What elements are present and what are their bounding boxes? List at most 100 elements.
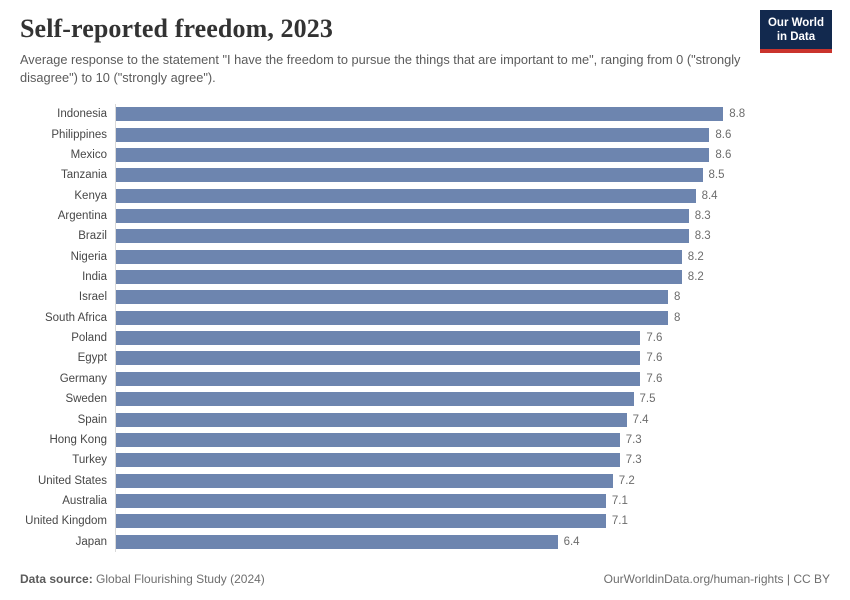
bar[interactable]	[116, 371, 641, 386]
table-row: Philippines 8.6	[20, 124, 830, 145]
bar-track: 7.4	[115, 409, 830, 430]
value-label: 8.2	[687, 250, 704, 263]
owid-logo-line1: Our World	[767, 17, 824, 29]
table-row: Mexico 8.6	[20, 144, 830, 166]
country-label: Nigeria	[70, 250, 107, 263]
table-row: Australia 7.1	[20, 490, 830, 512]
license-badge: | CC BY	[783, 572, 830, 586]
bar-track: 8.2	[115, 266, 830, 288]
bar[interactable]	[116, 534, 558, 549]
bar[interactable]	[116, 127, 710, 142]
value-label: 7.6	[646, 352, 663, 365]
bar-track: 7.3	[115, 450, 830, 471]
value-label: 7.1	[611, 515, 628, 528]
value-label: 7.3	[625, 433, 642, 446]
table-row: India 8.2	[20, 266, 830, 288]
bar-track: 8	[115, 307, 830, 328]
data-source-value: Global Flourishing Study (2024)	[92, 572, 265, 586]
value-label: 8.6	[715, 148, 732, 161]
country-label: Egypt	[77, 352, 107, 365]
bar-track: 8.6	[115, 124, 830, 145]
value-label: 6.4	[563, 535, 580, 548]
attribution: OurWorldinData.org/human-rights | CC BY	[604, 572, 830, 586]
bar-track: 7.5	[115, 389, 830, 410]
bar[interactable]	[116, 494, 606, 508]
table-row: Sweden 7.5	[20, 389, 830, 410]
bar-track: 7.6	[115, 327, 830, 349]
value-label: 8.5	[708, 169, 725, 182]
country-label: Israel	[78, 291, 107, 304]
bar[interactable]	[116, 514, 606, 529]
bar-track: 7.3	[115, 429, 830, 451]
bar[interactable]	[116, 270, 682, 285]
value-label: 7.6	[646, 332, 663, 345]
bar[interactable]	[116, 147, 710, 162]
table-row: Poland 7.6	[20, 327, 830, 349]
bar[interactable]	[116, 473, 613, 488]
value-label: 8.3	[694, 230, 711, 243]
country-label: Tanzania	[60, 169, 107, 182]
bar-track: 7.2	[115, 470, 830, 491]
table-row: Spain 7.4	[20, 409, 830, 430]
bar[interactable]	[116, 453, 620, 468]
bar-track: 8.6	[115, 144, 830, 166]
footer: Data source: Global Flourishing Study (2…	[0, 572, 850, 586]
value-label: 8.8	[729, 108, 746, 121]
value-label: 8.4	[701, 189, 718, 202]
bar[interactable]	[116, 249, 682, 264]
value-label: 8.3	[694, 209, 711, 222]
country-label: United Kingdom	[25, 515, 107, 528]
bar[interactable]	[116, 290, 668, 305]
bar[interactable]	[116, 188, 696, 203]
country-label: Sweden	[65, 393, 107, 406]
bar[interactable]	[116, 310, 668, 325]
value-label: 8	[674, 291, 681, 304]
country-label: Philippines	[51, 128, 107, 141]
country-label: Kenya	[74, 189, 107, 202]
bar-track: 8.5	[115, 165, 830, 186]
data-source: Data source: Global Flourishing Study (2…	[20, 572, 265, 586]
bar[interactable]	[116, 392, 634, 407]
bar[interactable]	[116, 432, 620, 447]
value-label: 8.6	[715, 128, 732, 141]
value-label: 8	[674, 311, 681, 324]
table-row: Hong Kong 7.3	[20, 429, 830, 451]
table-row: Israel 8	[20, 287, 830, 308]
owid-logo-line2: in Data	[776, 31, 816, 44]
bar-track: 8.8	[115, 104, 830, 125]
table-row: Egypt 7.6	[20, 348, 830, 369]
table-row: Nigeria 8.2	[20, 246, 830, 267]
table-row: South Africa 8	[20, 307, 830, 328]
bar-track: 6.4	[115, 531, 830, 552]
value-label: 7.2	[618, 474, 635, 487]
bar[interactable]	[116, 107, 724, 122]
bar[interactable]	[116, 168, 703, 183]
bar-track: 8.4	[115, 185, 830, 206]
value-label: 8.2	[687, 271, 704, 284]
country-label: Mexico	[70, 148, 107, 161]
chart-header: Self-reported freedom, 2023 Average resp…	[0, 0, 850, 87]
table-row: Brazil 8.3	[20, 226, 830, 247]
country-label: Germany	[59, 372, 107, 385]
country-label: Argentina	[57, 209, 107, 222]
bar[interactable]	[116, 412, 627, 427]
bar-track: 7.6	[115, 368, 830, 390]
country-label: South Africa	[44, 311, 107, 324]
chart: Indonesia 8.8 Philippines 8.6 Mexico 8.6 Tanza…	[20, 104, 830, 552]
country-label: United States	[37, 474, 107, 487]
bar[interactable]	[116, 229, 689, 244]
country-label: Turkey	[72, 454, 107, 467]
table-row: Japan 6.4	[20, 531, 830, 552]
country-label: Japan	[75, 535, 107, 548]
table-row: Turkey 7.3	[20, 450, 830, 471]
bar[interactable]	[116, 351, 641, 366]
table-row: United Kingdom 7.1	[20, 511, 830, 532]
bar-track: 8.3	[115, 205, 830, 227]
value-label: 7.4	[632, 413, 649, 426]
page-title: Self-reported freedom, 2023	[20, 14, 333, 43]
bar[interactable]	[116, 208, 689, 223]
attribution-link[interactable]: OurWorldinData.org/human-rights	[603, 572, 784, 586]
bar-track: 8	[115, 287, 830, 308]
table-row: Kenya 8.4	[20, 185, 830, 206]
bar[interactable]	[116, 331, 641, 346]
